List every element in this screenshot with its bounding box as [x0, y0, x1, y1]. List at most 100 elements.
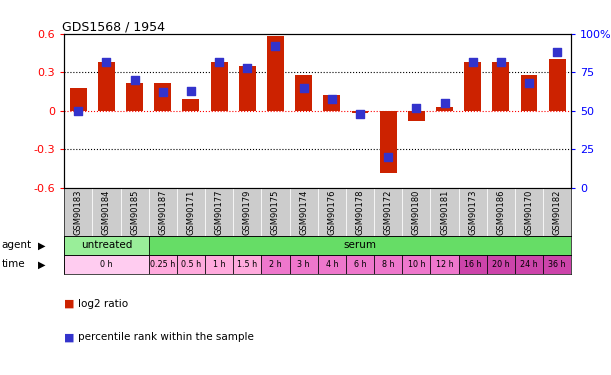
- Text: 0.5 h: 0.5 h: [181, 260, 201, 269]
- Text: 0 h: 0 h: [100, 260, 112, 269]
- Bar: [267, 36, 284, 111]
- Text: 12 h: 12 h: [436, 260, 453, 269]
- Bar: [402, 188, 430, 236]
- Text: 4 h: 4 h: [326, 260, 338, 269]
- Text: GSM90180: GSM90180: [412, 190, 421, 236]
- Text: GSM90173: GSM90173: [468, 190, 477, 236]
- Text: GDS1568 / 1954: GDS1568 / 1954: [62, 21, 164, 34]
- Bar: [98, 62, 115, 111]
- Bar: [290, 188, 318, 236]
- Bar: [177, 255, 205, 274]
- Text: GSM90170: GSM90170: [524, 190, 533, 236]
- Text: 2 h: 2 h: [269, 260, 282, 269]
- Point: [271, 43, 280, 49]
- Point: [411, 105, 421, 111]
- Text: GSM90181: GSM90181: [440, 190, 449, 236]
- Bar: [487, 188, 515, 236]
- Bar: [64, 188, 92, 236]
- Bar: [436, 107, 453, 111]
- Text: 0.25 h: 0.25 h: [150, 260, 175, 269]
- Text: ■: ■: [64, 333, 75, 342]
- Bar: [290, 255, 318, 274]
- Text: 10 h: 10 h: [408, 260, 425, 269]
- Point: [158, 89, 167, 95]
- Point: [496, 58, 506, 64]
- Point: [243, 65, 252, 71]
- Bar: [211, 62, 227, 111]
- Bar: [205, 188, 233, 236]
- Text: 1 h: 1 h: [213, 260, 225, 269]
- Text: ▶: ▶: [38, 260, 45, 269]
- Text: untreated: untreated: [81, 240, 132, 250]
- Bar: [515, 255, 543, 274]
- Text: GSM90177: GSM90177: [214, 190, 224, 236]
- Bar: [233, 188, 262, 236]
- Bar: [402, 255, 430, 274]
- Point: [186, 88, 196, 94]
- Text: 20 h: 20 h: [492, 260, 510, 269]
- Bar: [92, 188, 120, 236]
- Text: GSM90185: GSM90185: [130, 190, 139, 236]
- Bar: [64, 236, 148, 255]
- Text: GSM90171: GSM90171: [186, 190, 196, 236]
- Bar: [374, 255, 402, 274]
- Text: ■: ■: [64, 299, 75, 309]
- Bar: [379, 111, 397, 172]
- Text: 24 h: 24 h: [520, 260, 538, 269]
- Bar: [487, 255, 515, 274]
- Text: serum: serum: [343, 240, 376, 250]
- Bar: [205, 255, 233, 274]
- Text: percentile rank within the sample: percentile rank within the sample: [78, 333, 254, 342]
- Bar: [374, 188, 402, 236]
- Bar: [323, 96, 340, 111]
- Text: GSM90175: GSM90175: [271, 190, 280, 236]
- Text: 16 h: 16 h: [464, 260, 481, 269]
- Text: 6 h: 6 h: [354, 260, 366, 269]
- Text: GSM90176: GSM90176: [327, 190, 336, 236]
- Bar: [515, 188, 543, 236]
- Bar: [543, 188, 571, 236]
- Point: [130, 77, 139, 83]
- Text: GSM90186: GSM90186: [496, 190, 505, 236]
- Bar: [148, 255, 177, 274]
- Bar: [126, 82, 143, 111]
- Bar: [318, 255, 346, 274]
- Point: [101, 58, 111, 64]
- Bar: [351, 111, 368, 114]
- Bar: [549, 60, 566, 111]
- Text: GSM90187: GSM90187: [158, 190, 167, 236]
- Bar: [464, 62, 481, 111]
- Bar: [233, 255, 262, 274]
- Bar: [148, 188, 177, 236]
- Bar: [521, 75, 538, 111]
- Point: [299, 85, 309, 91]
- Bar: [459, 188, 487, 236]
- Bar: [492, 62, 510, 111]
- Bar: [459, 255, 487, 274]
- Bar: [543, 255, 571, 274]
- Bar: [430, 188, 459, 236]
- Text: GSM90184: GSM90184: [102, 190, 111, 236]
- Bar: [262, 255, 290, 274]
- Point: [552, 49, 562, 55]
- Bar: [346, 188, 374, 236]
- Text: 36 h: 36 h: [549, 260, 566, 269]
- Text: log2 ratio: log2 ratio: [78, 299, 128, 309]
- Text: 3 h: 3 h: [298, 260, 310, 269]
- Point: [440, 100, 450, 106]
- Text: GSM90182: GSM90182: [553, 190, 562, 236]
- Bar: [408, 111, 425, 121]
- Bar: [295, 75, 312, 111]
- Text: agent: agent: [1, 240, 31, 250]
- Bar: [183, 99, 199, 111]
- Text: GSM90174: GSM90174: [299, 190, 308, 236]
- Bar: [155, 82, 171, 111]
- Bar: [318, 188, 346, 236]
- Text: GSM90178: GSM90178: [356, 190, 365, 236]
- Point: [383, 154, 393, 160]
- Point: [524, 80, 534, 86]
- Text: GSM90179: GSM90179: [243, 190, 252, 236]
- Point: [327, 96, 337, 102]
- Point: [468, 58, 478, 64]
- Bar: [239, 66, 256, 111]
